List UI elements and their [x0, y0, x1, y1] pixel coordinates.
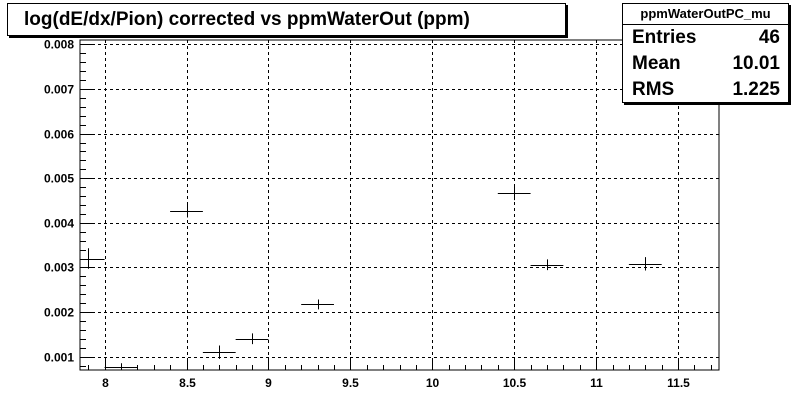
y-tick-label: 0.008: [44, 38, 74, 52]
x-tick-label: 8.5: [179, 376, 196, 390]
data-point: [628, 257, 662, 271]
data-points: [80, 184, 662, 370]
data-point: [104, 363, 138, 370]
data-point: [497, 184, 531, 201]
y-tick-label: 0.001: [44, 351, 74, 365]
stats-row-rms: RMS 1.225: [623, 77, 788, 103]
stats-label: Mean: [632, 53, 681, 74]
stats-value: 1.225: [732, 79, 780, 100]
data-point: [202, 345, 236, 359]
x-tick-label: 10.5: [503, 376, 527, 390]
data-point: [235, 333, 269, 345]
x-tick-label: 9: [265, 376, 272, 390]
x-tick-label: 11.5: [667, 376, 690, 390]
stats-row-entries: Entries 46: [623, 25, 788, 51]
y-tick-label: 0.007: [44, 83, 74, 97]
stats-row-mean: Mean 10.01: [623, 51, 788, 77]
x-tick-label: 8: [102, 376, 109, 390]
x-tick-label: 10: [426, 376, 440, 390]
data-point: [80, 248, 105, 269]
data-point: [530, 259, 564, 271]
stats-label: Entries: [632, 27, 697, 48]
y-tick-label: 0.005: [44, 172, 74, 186]
data-point: [170, 204, 203, 218]
x-tick-label: 11: [590, 376, 603, 390]
stats-value: 46: [758, 27, 780, 48]
y-tick-label: 0.003: [44, 261, 74, 275]
y-tick-label: 0.004: [44, 217, 74, 231]
y-tick-label: 0.002: [44, 306, 74, 320]
stats-value: 10.01: [732, 53, 780, 74]
tick-labels: 8 8.5 9 9.5 10 10.5 11 11.5 0.001 0.002 0.003 0.004…: [44, 38, 690, 391]
plot-frame: [79, 39, 720, 371]
y-tick-label: 0.006: [44, 128, 74, 142]
x-tick-label: 9.5: [342, 376, 359, 390]
axis-ticks: [80, 44, 712, 370]
data-point: [301, 299, 334, 310]
stats-label: RMS: [632, 79, 675, 100]
histogram-title: log(dE/dx/Pion) corrected vs ppmWaterOut…: [7, 3, 566, 36]
stats-box: ppmWaterOutPC_mu Entries 46 Mean 10.01 R…: [622, 3, 789, 103]
stats-histogram-name: ppmWaterOutPC_mu: [623, 4, 788, 25]
